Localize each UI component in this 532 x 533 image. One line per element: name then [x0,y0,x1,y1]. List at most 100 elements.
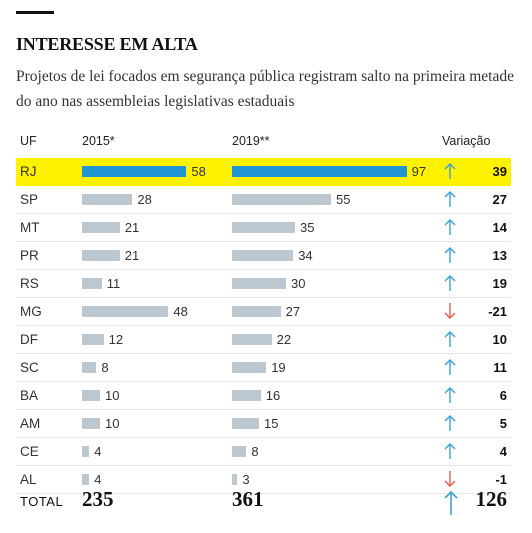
table-row: AL 4 3 -1 [16,466,511,494]
bar-2015 [82,306,169,317]
table-row: BA 10 16 6 [16,382,511,410]
bar-2015 [82,250,120,261]
arrow-up-icon [444,415,456,431]
arrow-up-icon [444,275,456,291]
table-row: SC 8 19 11 [16,354,511,382]
bar-2015 [82,362,97,373]
value-label-2019: 22 [276,332,292,347]
variation-value: 4 [499,444,507,459]
value-label-2015: 28 [137,192,152,207]
total-variation: 126 [475,487,508,511]
value-label-2015: 12 [108,332,124,347]
arrow-up-icon [444,163,456,179]
arrow-up-icon [444,490,458,515]
arrow-down-icon [444,303,456,319]
value-label-2015: 21 [124,220,140,235]
value-label-2019: 55 [336,192,351,207]
chart-subtitle: Projetos de lei focados em segurança púb… [16,68,514,110]
arrow-up-icon [444,219,456,235]
column-header-variation: Variação [442,134,491,148]
value-label-2019: 16 [265,388,281,403]
column-header-2015: 2015* [82,134,115,148]
value-label-2015: 48 [173,304,188,319]
bar-2015 [82,334,104,345]
value-label-2015: 10 [105,416,120,431]
table-row: RJ 58 97 39 [16,158,511,186]
table-row: SP 28 55 27 [16,186,511,214]
bar-2015 [82,278,102,289]
variation-value: 6 [499,388,507,403]
table-row: MG 48 27 -21 [16,298,511,326]
bar-2015 [82,222,120,233]
chart-title: INTERESSE EM ALTA [16,34,198,54]
column-header-2019: 2019** [232,134,270,148]
table-row: AM 10 15 5 [16,410,511,438]
value-label-2019: 30 [291,276,306,291]
variation-value: -1 [495,472,507,487]
value-label-2019: 35 [300,220,315,235]
bar-2019 [232,222,295,233]
total-row: TOTAL 235 361 126 [16,484,511,518]
value-label-2015: 4 [94,472,102,487]
bar-2015 [82,446,90,457]
value-label-2015: 4 [94,444,102,459]
bar-2019 [232,474,238,485]
bar-2019 [232,418,259,429]
bar-2015 [82,194,133,205]
variation-value: 39 [492,164,507,179]
value-label-2015: 58 [191,164,206,179]
table-row: RS 11 30 19 [16,270,511,298]
bar-2019 [232,250,294,261]
state-label: BA [20,388,39,403]
bar-2015 [82,418,100,429]
state-label: DF [20,332,38,347]
variation-value: 14 [492,220,507,235]
state-label: RS [20,276,39,291]
arrow-up-icon [444,331,456,347]
data-table: RJ 58 97 39 SP 28 55 27 MT 21 35 14 PR 21 34 13 RS 11 30 19… [16,158,511,494]
variation-value: 5 [499,416,507,431]
value-label-2019: 27 [285,304,301,319]
column-header-uf: UF [20,134,37,148]
arrow-up-icon [444,387,456,403]
state-label: SP [20,192,39,207]
bar-2015 [82,474,90,485]
table-row: PR 21 34 13 [16,242,511,270]
state-label: CE [20,444,39,459]
bar-2015 [82,390,100,401]
variation-value: 10 [492,332,507,347]
bar-2015 [82,166,187,177]
value-label-2019: 19 [271,360,286,375]
table-row: MT 21 35 14 [16,214,511,242]
arrow-down-icon [444,471,456,487]
arrow-up-icon [444,191,456,207]
variation-value: -21 [488,304,507,319]
arrow-up-icon [444,247,456,263]
bar-2019 [232,278,286,289]
total-label: TOTAL [20,494,64,509]
state-label: SC [20,360,39,375]
arrow-up-icon [444,359,456,375]
value-label-2015: 8 [101,360,109,375]
state-label: MG [20,304,42,319]
value-label-2019: 8 [251,444,259,459]
value-label-2015: 21 [124,248,140,263]
bar-2019 [232,446,247,457]
state-label: PR [20,248,39,263]
state-label: RJ [20,164,37,179]
variation-value: 11 [493,360,507,375]
value-label-2019: 15 [264,416,279,431]
arrow-up-icon [444,443,456,459]
variation-value: 19 [492,276,507,291]
bar-2019 [232,334,272,345]
bar-2019 [232,166,407,177]
value-label-2019: 97 [411,164,427,179]
value-label-2015: 11 [106,276,121,291]
state-label: AM [20,416,41,431]
top-rule [16,11,54,14]
state-label: MT [20,220,40,235]
variation-value: 27 [492,192,507,207]
total-2019: 361 [232,487,264,511]
variation-value: 13 [492,248,507,263]
value-label-2019: 3 [242,472,250,487]
